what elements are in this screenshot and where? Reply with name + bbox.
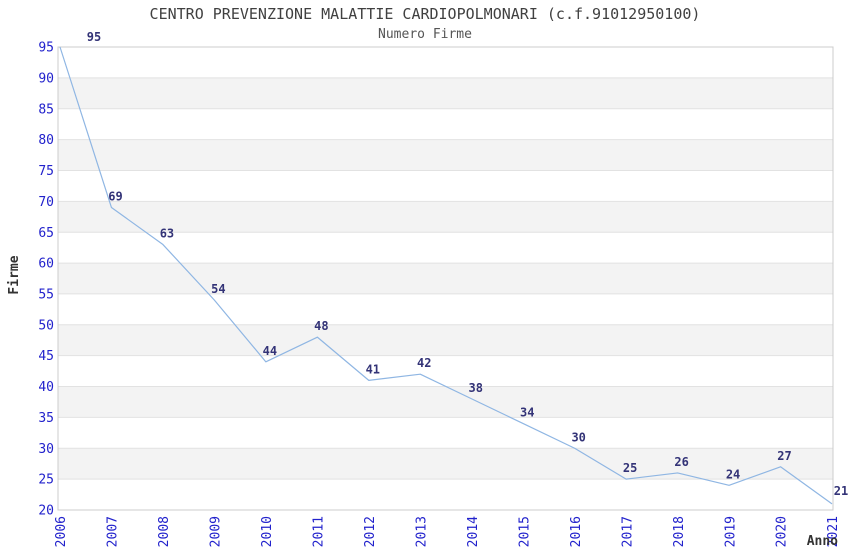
x-tick-label: 2011	[312, 516, 327, 547]
plot-band	[58, 263, 833, 294]
series-line	[59, 46, 833, 505]
y-tick-label: 65	[38, 226, 54, 241]
data-label: 95	[87, 30, 101, 44]
data-label: 30	[571, 430, 585, 444]
data-label: 69	[108, 190, 122, 204]
x-tick-label: 2020	[775, 516, 790, 547]
y-tick-label: 30	[38, 442, 54, 457]
x-tick-label: 2021	[826, 516, 841, 547]
plot-band	[58, 448, 833, 480]
x-tick-label: 2013	[414, 516, 429, 547]
data-label: 26	[674, 455, 688, 469]
data-label: 21	[834, 484, 848, 498]
plot-band	[58, 201, 833, 233]
y-tick-label: 60	[38, 257, 54, 272]
data-label: 42	[417, 356, 431, 370]
data-label: 54	[211, 282, 225, 296]
plot-band	[58, 386, 833, 418]
data-label: 48	[314, 319, 328, 333]
data-label: 41	[366, 362, 380, 376]
x-tick-label: 2018	[672, 516, 687, 547]
y-tick-label: 35	[38, 411, 54, 426]
x-tick-label: 2017	[620, 516, 635, 547]
y-tick-label: 40	[38, 380, 54, 395]
y-tick-label: 95	[38, 41, 54, 56]
chart-subtitle: Numero Firme	[378, 27, 472, 42]
data-label: 34	[520, 406, 534, 420]
x-tick-label: 2006	[54, 516, 69, 547]
data-label: 63	[160, 227, 174, 241]
y-tick-label: 70	[38, 195, 54, 210]
y-tick-label: 85	[38, 102, 54, 117]
x-tick-label: 2009	[209, 516, 224, 547]
data-label: 25	[623, 461, 637, 475]
y-tick-label: 90	[38, 71, 54, 86]
plot-band	[58, 77, 833, 109]
chart-title: CENTRO PREVENZIONE MALATTIE CARDIOPOLMON…	[149, 5, 701, 23]
y-tick-label: 45	[38, 349, 54, 364]
x-tick-label: 2010	[260, 516, 275, 547]
data-label: 44	[263, 344, 277, 358]
x-tick-label: 2014	[466, 516, 481, 547]
x-tick-label: 2019	[723, 516, 738, 547]
y-axis-title: Firme	[7, 255, 22, 294]
data-label: 27	[777, 449, 791, 463]
x-tick-label: 2007	[106, 516, 121, 547]
x-tick-label: 2012	[363, 516, 378, 547]
plot-border	[57, 46, 834, 511]
plot-band	[58, 324, 833, 356]
x-axis-title: Anno	[807, 534, 838, 549]
data-label: 24	[726, 467, 740, 481]
plot-band	[58, 139, 833, 171]
y-tick-label: 80	[38, 133, 54, 148]
y-tick-label: 25	[38, 473, 54, 488]
data-label: 38	[469, 381, 483, 395]
x-tick-label: 2008	[157, 516, 172, 547]
x-tick-label: 2016	[569, 516, 584, 547]
y-tick-label: 20	[38, 504, 54, 519]
y-tick-label: 55	[38, 287, 54, 302]
y-tick-label: 50	[38, 318, 54, 333]
x-tick-label: 2015	[517, 516, 532, 547]
y-tick-label: 75	[38, 164, 54, 179]
